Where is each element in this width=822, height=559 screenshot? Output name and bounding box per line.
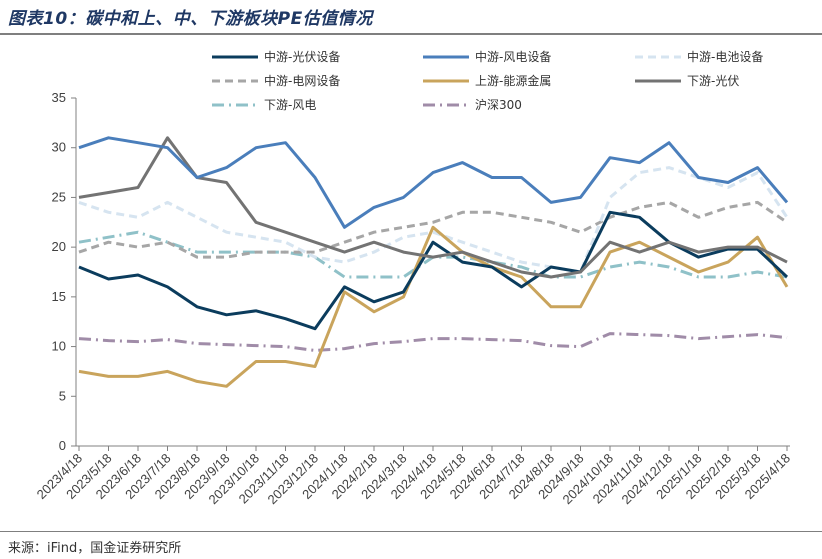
- y-tick-label: 35: [52, 90, 66, 105]
- y-tick-label: 25: [52, 189, 66, 204]
- legend-label-6: 下游-风电: [264, 98, 316, 112]
- y-tick-label: 20: [52, 239, 66, 254]
- title-divider: [0, 33, 822, 35]
- y-tick-label: 30: [52, 140, 66, 155]
- series-line-2: [78, 166, 789, 274]
- chart-title: 图表10：碳中和上、中、下游板块PE估值情况: [8, 9, 373, 29]
- series-line-4: [78, 225, 789, 388]
- legend-label-1: 中游-风电设备: [475, 49, 551, 64]
- legend-label-3: 中游-电网设备: [264, 73, 340, 88]
- series-line-7: [78, 332, 788, 352]
- legend-label-4: 上游-能源金属: [475, 73, 551, 88]
- y-tick-label: 10: [52, 339, 66, 354]
- y-tick-label: 15: [52, 289, 66, 304]
- legend-label-7: 沪深300: [475, 98, 522, 112]
- source-note: 来源：iFind，国金证券研究所: [8, 541, 182, 556]
- legend-label-0: 中游-光伏设备: [264, 49, 340, 64]
- legend-label-2: 中游-电池设备: [687, 49, 763, 64]
- series-line-6: [78, 230, 788, 279]
- series-line-3: [78, 200, 788, 259]
- y-tick-label: 5: [59, 388, 66, 403]
- series-layer: [78, 136, 789, 388]
- footer-divider: [0, 531, 822, 532]
- y-tick-label: 0: [59, 438, 66, 453]
- series-line-1: [78, 136, 789, 229]
- legend-label-5: 下游-光伏: [687, 74, 739, 88]
